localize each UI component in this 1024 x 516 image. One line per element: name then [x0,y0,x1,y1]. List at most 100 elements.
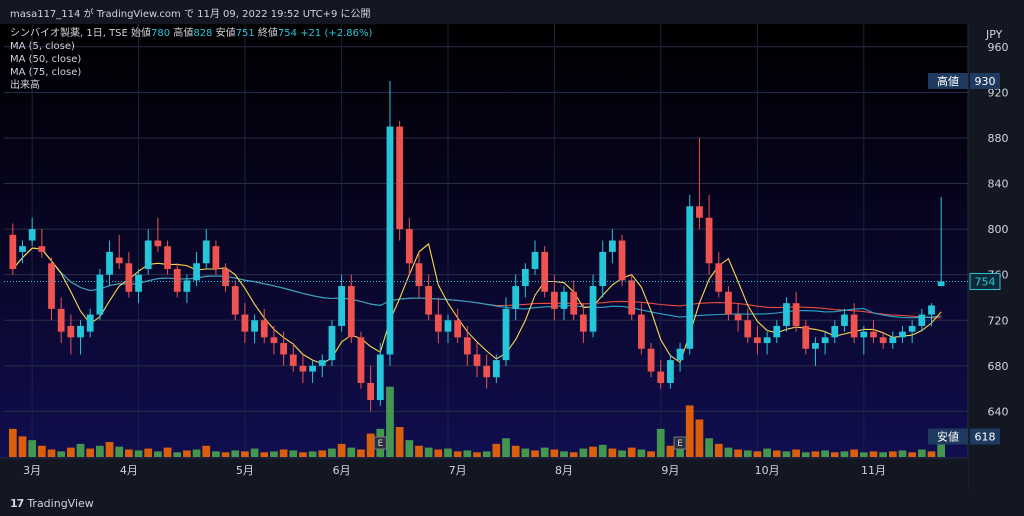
candle-body[interactable] [599,251,607,287]
candle-body[interactable] [754,337,761,344]
candle-body[interactable] [405,229,413,264]
candle-body[interactable] [763,337,771,344]
candle-body[interactable] [667,360,674,383]
candle-body[interactable] [86,314,94,332]
candle-body[interactable] [57,308,65,332]
candle-body[interactable] [241,314,249,332]
candle-body[interactable] [696,206,703,218]
candle-body[interactable] [638,314,645,349]
candle-body[interactable] [299,365,307,372]
candle-body[interactable] [560,291,568,309]
candle-body[interactable] [850,314,858,338]
candle-body[interactable] [570,291,578,315]
candle-body[interactable] [347,286,355,338]
candle-body[interactable] [783,303,790,326]
candle-body[interactable] [879,337,887,344]
candle-body[interactable] [425,286,433,315]
candle-body[interactable] [928,305,935,315]
candle-body[interactable] [309,365,316,372]
candle-body[interactable] [550,291,558,309]
candle-body[interactable] [889,337,897,344]
candle-body[interactable] [444,320,452,332]
candle-body[interactable] [328,325,336,361]
candle-body[interactable] [521,268,529,287]
candle-body[interactable] [492,360,500,378]
candle-body[interactable] [725,291,732,315]
candle-body[interactable] [821,337,829,344]
candle-body[interactable] [280,343,287,355]
candle-body[interactable] [367,382,375,401]
candle-body[interactable] [212,246,220,269]
earnings-marker[interactable] [373,436,387,450]
price-axis[interactable] [968,24,1024,490]
candle-body[interactable] [502,308,510,361]
candle-body[interactable] [338,286,346,326]
candle-body[interactable] [812,343,819,349]
candle-body[interactable] [647,348,655,372]
candle-body[interactable] [705,217,713,264]
legend-indicator-ma75[interactable]: MA (75, close) [10,67,82,78]
candle-body[interactable] [154,240,162,247]
candle-body[interactable] [125,263,133,292]
candle-body[interactable] [831,325,839,338]
candle-body[interactable] [415,263,423,287]
candle-body[interactable] [106,251,113,275]
candle-body[interactable] [173,268,181,292]
candle-body[interactable] [579,314,587,332]
candle-body[interactable] [28,229,36,241]
candle-body[interactable] [792,303,800,326]
candle-body[interactable] [541,251,549,292]
candle-body[interactable] [19,246,26,252]
candle-body[interactable] [251,320,258,332]
candle-body[interactable] [289,354,297,366]
chart-area[interactable]: EEJPY960920880840800760720680640754高値930… [0,24,1024,490]
candle-body[interactable] [773,325,781,338]
candle-body[interactable] [96,274,104,315]
candle-body[interactable] [860,331,868,338]
candle-body[interactable] [870,331,877,338]
legend-indicator-volume[interactable]: 出来高 [10,80,40,91]
candle-body[interactable] [270,337,278,344]
candle-body[interactable] [899,331,906,338]
candle-body[interactable] [376,354,384,401]
candle-body[interactable] [386,126,394,355]
candle-body[interactable] [231,286,239,315]
legend-indicator-ma50[interactable]: MA (50, close) [10,54,82,65]
candle-body[interactable] [715,263,723,292]
time-axis[interactable] [0,458,968,490]
candle-body[interactable] [734,314,742,321]
candle-body[interactable] [135,274,142,292]
candle-body[interactable] [9,234,17,269]
candle-body[interactable] [144,240,152,269]
legend-indicator-ma5[interactable]: MA (5, close) [10,41,75,52]
candle-body[interactable] [193,263,200,281]
candle-body[interactable] [473,354,481,366]
candle-body[interactable] [77,325,84,338]
candle-body[interactable] [589,286,597,332]
candle-body[interactable] [202,240,210,264]
candle-body[interactable] [908,325,916,332]
candle-body[interactable] [608,240,616,252]
candle-body[interactable] [434,314,442,332]
candle-body[interactable] [115,257,123,264]
candle-body[interactable] [657,371,665,383]
candle-body[interactable] [618,240,626,281]
candle-body[interactable] [38,246,46,252]
candle-body[interactable] [531,251,539,269]
candle-body[interactable] [802,325,810,349]
candle-body[interactable] [918,314,926,326]
candle-body[interactable] [841,314,848,326]
candle-body[interactable] [676,348,684,361]
candle-body[interactable] [183,280,191,292]
candle-body[interactable] [318,360,326,366]
candle-body[interactable] [628,280,636,315]
candle-body[interactable] [686,206,694,349]
candle-body[interactable] [744,320,752,338]
candle-body[interactable] [222,268,229,287]
candle-body[interactable] [483,365,491,378]
candle-body[interactable] [396,126,404,230]
candle-body[interactable] [357,337,365,383]
candle-body[interactable] [164,246,171,269]
candle-body[interactable] [937,281,945,287]
candle-body[interactable] [48,263,55,309]
